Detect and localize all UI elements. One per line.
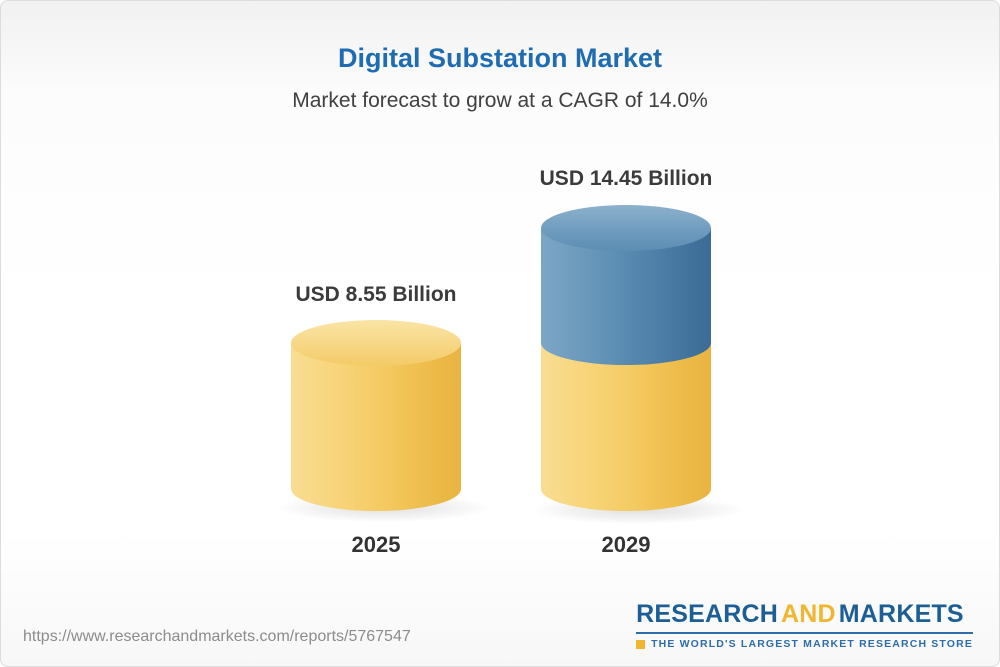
logo-divider-rule (636, 632, 973, 634)
logo-wordmark: RESEARCH AND MARKETS (636, 600, 973, 629)
bar-2029-growth-segment (541, 204, 711, 366)
logo-word-markets: MARKETS (838, 600, 964, 628)
logo-bullet-square-icon (636, 639, 646, 649)
source-url: https://www.researchandmarkets.com/repor… (23, 628, 411, 645)
bar-2025-value-label: USD 8.55 Billion (295, 283, 457, 306)
bar-2029-base-segment (541, 343, 711, 511)
logo-word-and: AND (781, 600, 836, 628)
page-subtitle: Market forecast to grow at a CAGR of 14.… (292, 89, 708, 112)
bar-2025-category-label: 2025 (351, 532, 401, 557)
bar-2029-category-label: 2029 (601, 532, 651, 557)
logo-word-research: RESEARCH (636, 600, 779, 628)
research-and-markets-logo: RESEARCH AND MARKETS THE WORLD'S LARGEST M… (636, 600, 973, 650)
bar-2025-top-ellipse (291, 320, 461, 367)
logo-tagline: THE WORLD'S LARGEST MARKET RESEARCH STOR… (651, 638, 973, 650)
bar-2025-cylinder (291, 320, 461, 511)
page-title: Digital Substation Market (337, 43, 663, 73)
logo-tagline-row: THE WORLD'S LARGEST MARKET RESEARCH STOR… (636, 638, 973, 650)
bar-2029-value-label: USD 14.45 Billion (539, 167, 713, 190)
bar-2029-top-ellipse (541, 204, 711, 251)
